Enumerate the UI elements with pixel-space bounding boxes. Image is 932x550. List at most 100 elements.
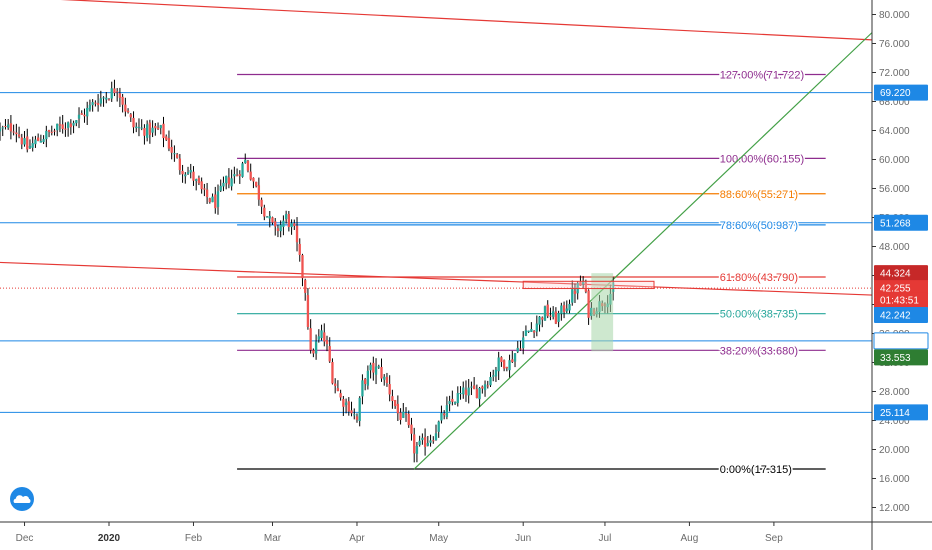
candle-body — [336, 388, 340, 392]
x-tick-label: Aug — [681, 533, 699, 544]
candle-body — [20, 137, 23, 145]
candle-body — [263, 207, 266, 217]
y-tick-label: 76.000 — [879, 39, 910, 50]
price-tag-label: 25.114 — [880, 408, 910, 419]
price-tag-box — [874, 214, 928, 231]
candle-body — [358, 397, 361, 421]
candle-body — [443, 413, 446, 416]
overlay-layer — [522, 273, 655, 352]
candle-body — [50, 131, 53, 133]
candle-body — [483, 384, 487, 391]
candle-body — [15, 132, 18, 135]
candle-body — [290, 223, 293, 228]
candle-body — [565, 308, 568, 312]
candle-body — [222, 182, 225, 187]
candle-body — [535, 323, 538, 332]
candle-body — [393, 400, 397, 407]
y-tick-label: 68.000 — [879, 97, 910, 108]
candle-body — [173, 153, 176, 155]
candle-body — [129, 114, 132, 118]
x-tick-label: Jun — [515, 533, 531, 544]
price-tag-label: 42.242 — [880, 311, 911, 322]
candle-body — [453, 402, 457, 404]
candle-body — [464, 389, 468, 396]
y-tick-label: 48.000 — [879, 242, 910, 253]
candle-body — [407, 413, 410, 426]
candle-body — [304, 280, 307, 293]
candle-body — [557, 313, 560, 322]
candle-body — [301, 255, 304, 279]
candle-body — [334, 383, 337, 386]
candle-body — [562, 305, 566, 312]
candle-body — [323, 332, 326, 342]
candle-body — [410, 424, 413, 434]
candle-body — [516, 347, 519, 352]
candle-body — [571, 289, 574, 303]
candle-body — [56, 123, 59, 131]
candle-body — [467, 387, 470, 396]
candle-body — [225, 175, 228, 184]
candle-body — [165, 136, 168, 140]
candle-body — [385, 377, 389, 383]
price-tag-label: 33.553 — [880, 353, 911, 364]
candle-body — [86, 107, 89, 117]
candle-body — [211, 196, 214, 203]
candle-body — [369, 364, 372, 371]
candle-body — [287, 213, 291, 227]
candle-body — [230, 178, 233, 187]
candle-body — [140, 127, 143, 129]
candle-body — [404, 413, 408, 415]
candle-body — [4, 126, 7, 128]
candle-body — [383, 376, 386, 380]
candle-body — [184, 174, 187, 177]
tradingview-cloud-icon[interactable] — [10, 487, 34, 511]
candle-body — [429, 440, 432, 443]
resistance-box — [522, 280, 655, 290]
candle-body — [274, 221, 277, 227]
fib-level-label: 38.20%(33.680) — [720, 345, 798, 357]
trend-line — [60, 0, 873, 41]
candle-body — [143, 127, 146, 136]
candle-body — [126, 110, 130, 113]
x-tick-label: 2020 — [98, 533, 121, 544]
candle-body — [486, 385, 489, 387]
candle-body — [532, 330, 536, 333]
candle-body — [448, 400, 451, 405]
price-tag-label: 01:43:51 — [880, 296, 919, 307]
candle-body — [363, 378, 367, 385]
candle-body — [494, 369, 498, 377]
candle-body — [0, 128, 2, 132]
candle-body — [118, 93, 122, 98]
x-tick-label: Jul — [599, 533, 612, 544]
candle-body — [162, 123, 165, 139]
candle-body — [317, 336, 320, 340]
price-tag-label: 69.220 — [880, 88, 911, 99]
candle-body — [344, 402, 348, 406]
candle-body — [347, 401, 350, 412]
candle-body — [178, 158, 182, 171]
candle-body — [549, 315, 552, 317]
candle-body — [325, 340, 329, 345]
trend-line — [413, 32, 873, 470]
candle-body — [399, 412, 402, 420]
candle-body — [137, 127, 141, 129]
candle-body — [186, 172, 190, 174]
candle-body — [72, 122, 75, 126]
price-tag-box — [874, 292, 928, 309]
candle-body — [282, 220, 285, 227]
candle-body — [216, 191, 220, 207]
candle-body — [58, 124, 62, 126]
fib-level-label: 78.60%(50.987) — [720, 220, 798, 232]
y-tick-label: 80.000 — [879, 10, 910, 21]
candle-body — [584, 282, 588, 292]
candle-body — [205, 189, 209, 198]
x-tick-label: Mar — [264, 533, 282, 544]
candle-body — [203, 188, 206, 190]
candle-body — [552, 311, 555, 317]
fib-level-label: 127.00%(71.722) — [720, 70, 804, 82]
fib-level-label: 100.00%(60.155) — [720, 153, 804, 165]
candle-body — [361, 380, 364, 397]
candle-body — [80, 113, 83, 115]
candle-body — [314, 341, 318, 354]
